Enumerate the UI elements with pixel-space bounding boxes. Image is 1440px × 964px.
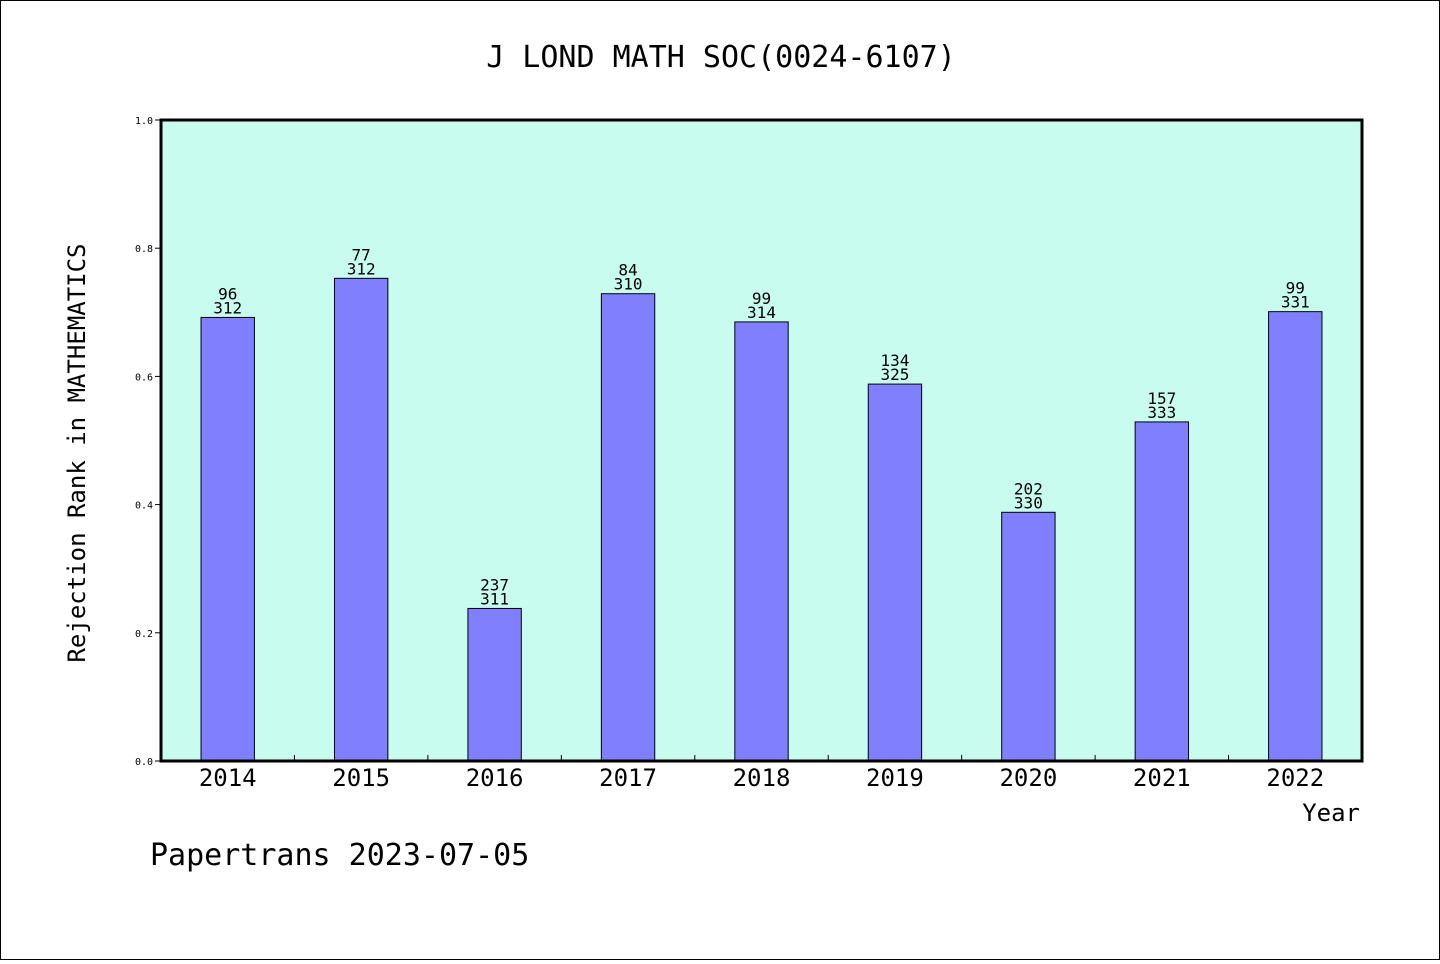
bar-2014	[200, 316, 255, 762]
bar-2018	[734, 321, 789, 762]
x-tick-label: 2021	[1133, 764, 1191, 792]
bar-label-bottom: 312	[213, 298, 242, 317]
y-tick-label: 0.0	[135, 757, 153, 768]
x-tick-label: 2014	[199, 764, 257, 792]
bar-2021	[1134, 421, 1190, 762]
bar-label-top: 99	[1286, 279, 1305, 298]
bar-label-bottom: 333	[1147, 403, 1176, 422]
chart-title: J LOND MATH SOC(0024-6107)	[486, 40, 956, 75]
bar-label-top: 202	[1014, 479, 1043, 498]
y-axis-label: Rejection Rank in MATHEMATICS	[63, 243, 91, 662]
bar-label-bottom: 330	[1014, 493, 1043, 512]
x-tick-label: 2016	[466, 764, 524, 792]
bar-label-top: 157	[1147, 389, 1176, 408]
bar-label-bottom: 314	[747, 303, 776, 322]
y-tick-label: 0.2	[135, 629, 153, 640]
x-tick-label: 2015	[332, 764, 390, 792]
x-axis: 2014 2015 2016 2017 2018 2019 2020 2021 2022	[199, 755, 1324, 792]
bar-2019	[867, 383, 923, 762]
y-tick-label: 1.0	[135, 116, 153, 127]
bar-label-top: 84	[618, 261, 637, 280]
bar-2022	[1268, 311, 1323, 762]
x-tick-label: 2018	[733, 764, 791, 792]
plot-border	[159, 118, 1364, 763]
bar-label-bottom: 331	[1281, 293, 1310, 312]
x-axis-label: Year	[1302, 799, 1360, 827]
bar-label-bottom: 310	[614, 275, 643, 294]
bar-label-top: 77	[352, 245, 371, 264]
y-tick-label: 0.4	[135, 501, 153, 512]
bar-label-bottom: 311	[480, 589, 509, 608]
bar-label-bottom: 325	[880, 365, 909, 384]
bar-label-top: 99	[752, 289, 771, 308]
y-tick-label: 0.6	[135, 372, 153, 383]
y-axis: 0.0 0.2 0.4 0.6 0.8 1.0	[135, 116, 161, 768]
x-tick-label: 2019	[866, 764, 924, 792]
bar-2015	[333, 277, 389, 762]
bar-label-top: 96	[218, 284, 237, 303]
x-tick-label: 2020	[999, 764, 1057, 792]
bar-2017	[600, 293, 656, 762]
bar-2016	[467, 607, 522, 762]
bar-label-top: 134	[880, 351, 909, 370]
x-tick-label: 2022	[1266, 764, 1324, 792]
bar-label-bottom: 312	[347, 259, 376, 278]
bar-2020	[1001, 511, 1056, 762]
y-tick-label: 0.8	[135, 244, 153, 255]
bar-label-top: 237	[480, 575, 509, 594]
x-tick-label: 2017	[599, 764, 657, 792]
footer-text: Papertrans 2023-07-05	[150, 838, 529, 873]
